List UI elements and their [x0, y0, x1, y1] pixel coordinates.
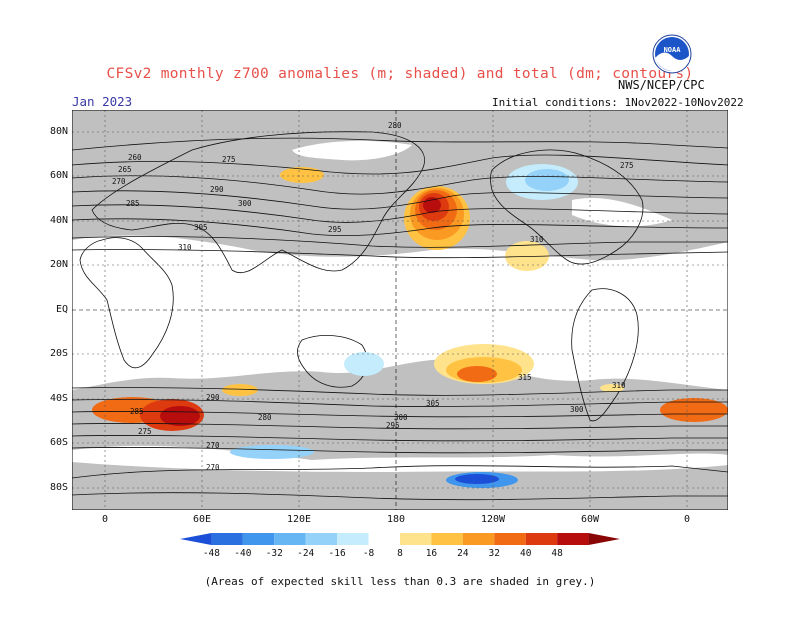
colorbar-swatch [462, 533, 495, 545]
contour-label: 290 [210, 185, 224, 194]
contour-label: 305 [194, 223, 208, 232]
colorbar-label: 16 [425, 548, 438, 559]
svg-text:NOAA: NOAA [664, 46, 682, 54]
colorbar-label: 8 [397, 548, 403, 559]
colorbar-label: -40 [234, 548, 252, 559]
australia-outline [297, 335, 368, 388]
skill-footnote: (Areas of expected skill less than 0.3 a… [204, 575, 596, 588]
contour-label: 300 [394, 413, 408, 422]
north-america-outline [490, 149, 644, 265]
contour-label: 275 [620, 161, 634, 170]
contour-label: 270 [112, 177, 126, 186]
colorbar-label: -32 [265, 548, 283, 559]
lon-label: 0 [683, 514, 691, 525]
colorbar-swatch [211, 533, 243, 545]
lat-label: 60S [49, 437, 68, 448]
lat-label: 40S [49, 393, 68, 404]
contour-label: 300 [570, 405, 584, 414]
colorbar-swatch [400, 533, 432, 545]
contour-label: 265 [118, 165, 132, 174]
contour-label: 310 [178, 243, 192, 252]
colorbar-swatch [494, 533, 526, 545]
agency-label: NWS/NCEP/CPC [618, 78, 705, 92]
colorbar-swatch [274, 533, 306, 545]
colorbar-label: 48 [551, 548, 563, 559]
lat-label: 60N [49, 170, 68, 181]
graticule [72, 110, 728, 510]
lon-label: 120W [480, 514, 506, 525]
colorbar-swatch [431, 533, 463, 545]
contour-label: 310 [612, 381, 626, 390]
colorbar-label: 32 [488, 548, 500, 559]
contour-label: 305 [426, 399, 440, 408]
contour-labels: 280 275 260 265 270 285 290 295 300 305 … [112, 121, 634, 472]
contour-label: 315 [518, 373, 532, 382]
contour-label: 280 [258, 413, 272, 422]
lat-label: 20S [49, 348, 68, 359]
colorbar-swatch [557, 533, 589, 545]
colorbar-label: -48 [202, 548, 220, 559]
contour-label: 310 [530, 235, 544, 244]
contour-label: 300 [238, 199, 252, 208]
contour-label: 260 [128, 153, 142, 162]
lon-label: 60W [580, 514, 600, 525]
lon-label: 120E [286, 514, 312, 525]
lat-label: 80N [49, 126, 68, 137]
colorbar [180, 533, 620, 545]
negative-anomalies [230, 164, 578, 488]
colorbar-label: -24 [297, 548, 315, 559]
lon-label: 180 [386, 514, 406, 525]
colorbar-label: 24 [457, 548, 469, 559]
noaa-logo-icon: NOAA [652, 34, 692, 74]
world-map: 280 275 260 265 270 285 290 295 300 305 … [72, 110, 728, 510]
contour-label: 270 [206, 441, 220, 450]
colorbar-label: -16 [328, 548, 346, 559]
contour-label: 295 [386, 421, 400, 430]
africa-outline [79, 237, 174, 369]
lat-label: 40N [49, 215, 68, 226]
colorbar-swatch [368, 533, 400, 545]
antarctica-outline [72, 465, 728, 479]
height-contours [72, 137, 728, 501]
lat-label: 80S [49, 482, 68, 493]
contour-label: 270 [206, 463, 220, 472]
colorbar-swatch [180, 533, 212, 545]
contour-label: 280 [388, 121, 402, 130]
lon-label: 0 [101, 514, 109, 525]
contour-label: 285 [126, 199, 140, 208]
lat-label: 20N [49, 259, 68, 270]
colorbar-swatch [525, 533, 558, 545]
contour-label: 285 [130, 407, 144, 416]
lon-label: 60E [192, 514, 212, 525]
contour-label: 275 [138, 427, 152, 436]
tropical-skill-band [72, 235, 728, 390]
colorbar-swatch [242, 533, 275, 545]
contour-label: 275 [222, 155, 236, 164]
forecast-month: Jan 2023 [72, 94, 133, 109]
map-title: CFSv2 monthly z700 anomalies (m; shaded)… [106, 66, 694, 82]
contour-label: 295 [328, 225, 342, 234]
contour-label: 290 [206, 393, 220, 402]
colorbar-label: 40 [519, 548, 532, 559]
colorbar-swatch [588, 533, 620, 545]
lat-label: EQ [55, 304, 68, 315]
colorbar-swatch [337, 533, 369, 545]
colorbar-swatch [305, 533, 338, 545]
initial-conditions: Initial conditions: 1Nov2022-10Nov2022 [492, 96, 744, 109]
colorbar-label: -8 [362, 548, 375, 559]
